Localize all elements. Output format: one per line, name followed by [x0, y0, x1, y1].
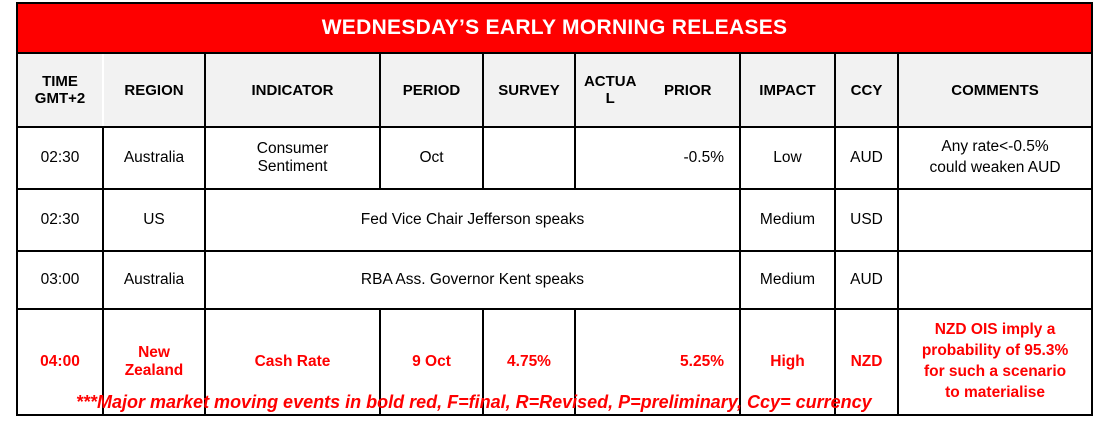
col-header-comments: COMMENTS [896, 52, 1094, 128]
footnote: ***Major market moving events in bold re… [76, 392, 872, 412]
cell-impact: High [739, 308, 836, 416]
cell-time: 02:30 [16, 188, 104, 252]
cell-region: Australia [102, 126, 206, 190]
releases-table: WEDNESDAY’S EARLY MORNING RELEASES TIME … [15, 2, 1094, 416]
col-header-survey: SURVEY [482, 52, 576, 128]
col-header-impact: IMPACT [739, 52, 836, 128]
table-row-kent-speech: 03:00 Australia RBA Ass. Governor Kent s… [16, 250, 1094, 310]
col-header-region: REGION [102, 52, 206, 128]
cell-comments: NZD OIS imply a probability of 95.3% for… [896, 308, 1094, 416]
cell-ccy: AUD [834, 250, 899, 310]
col-header-period: PERIOD [379, 52, 484, 128]
cell-region: New Zealand [102, 308, 206, 416]
cell-time: 04:00 [16, 308, 104, 416]
cell-actual-prior: 5.25% [574, 308, 741, 416]
table-row-nzd-cash-rate: 04:00 New Zealand Cash Rate 9 Oct 4.75% … [16, 308, 1094, 416]
column-header-row: TIME GMT+2 REGION INDICATOR PERIOD SURVE… [16, 52, 1094, 128]
cell-survey [482, 126, 576, 190]
cell-actual-prior: -0.5% [574, 126, 741, 190]
page-title: WEDNESDAY’S EARLY MORNING RELEASES [15, 2, 1094, 54]
cell-comments [896, 250, 1094, 310]
col-header-time: TIME GMT+2 [16, 52, 104, 128]
table-row-jefferson-speech: 02:30 US Fed Vice Chair Jefferson speaks… [16, 188, 1094, 252]
cell-impact: Low [739, 126, 836, 190]
cell-comments: Any rate<-0.5% could weaken AUD [896, 126, 1094, 190]
cell-period: Oct [379, 126, 484, 190]
title-row: WEDNESDAY’S EARLY MORNING RELEASES [15, 2, 1094, 54]
col-header-actual: ACTUA L [583, 73, 637, 107]
col-header-prior: PRIOR [663, 81, 712, 99]
cell-survey: 4.75% [482, 308, 576, 416]
col-header-indicator: INDICATOR [204, 52, 381, 128]
cell-comments [896, 188, 1094, 252]
cell-impact: Medium [739, 188, 836, 252]
cell-region: Australia [102, 250, 206, 310]
cell-indicator: Cash Rate [204, 308, 381, 416]
cell-time: 03:00 [16, 250, 104, 310]
cell-impact: Medium [739, 250, 836, 310]
cell-event: Fed Vice Chair Jefferson speaks [204, 188, 741, 252]
col-header-ccy: CCY [834, 52, 899, 128]
col-header-actual-prior: ACTUA L PRIOR [574, 52, 741, 128]
table-row-consumer-sentiment: 02:30 Australia Consumer Sentiment Oct -… [16, 126, 1094, 190]
cell-event: RBA Ass. Governor Kent speaks [204, 250, 741, 310]
cell-period: 9 Oct [379, 308, 484, 416]
cell-time: 02:30 [16, 126, 104, 190]
cell-indicator: Consumer Sentiment [204, 126, 381, 190]
cell-ccy: USD [834, 188, 899, 252]
cell-ccy: AUD [834, 126, 899, 190]
cell-region: US [102, 188, 206, 252]
cell-ccy: NZD [834, 308, 899, 416]
